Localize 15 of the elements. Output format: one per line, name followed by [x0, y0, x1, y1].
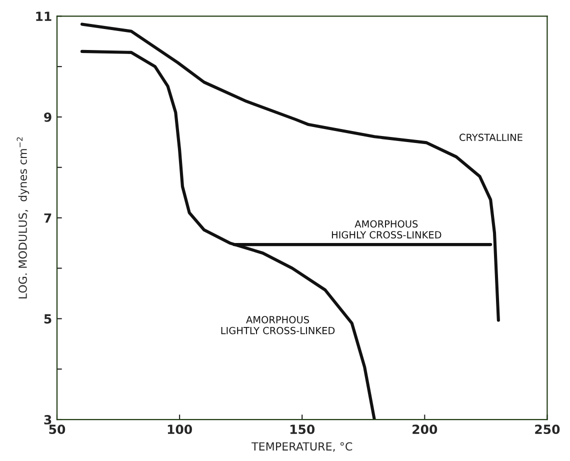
series-label: AMORPHOUS LIGHTLY CROSS-LINKED — [221, 316, 335, 334]
y-tick-label: 5 — [44, 314, 52, 324]
x-tick-label: 50 — [49, 424, 66, 434]
y-tick-label: 7 — [44, 213, 52, 223]
x-tick-label: 200 — [412, 424, 438, 434]
series-label: AMORPHOUS HIGHLY CROSS-LINKED — [332, 220, 442, 238]
y-axis-title: LOG. MODULUS, dynes cm$^{−2}$ — [16, 137, 30, 298]
x-tick-label: 100 — [168, 424, 192, 434]
y-tick-label: 3 — [44, 414, 52, 424]
y-tick-label: 9 — [44, 112, 52, 122]
x-axis-title: TEMPERATURE, °C — [251, 442, 352, 452]
x-tick-label: 150 — [290, 424, 315, 434]
y-tick-label: 11 — [36, 12, 52, 21]
x-tick-label: 250 — [535, 424, 560, 434]
series-label: CRYSTALLINE — [460, 134, 522, 142]
